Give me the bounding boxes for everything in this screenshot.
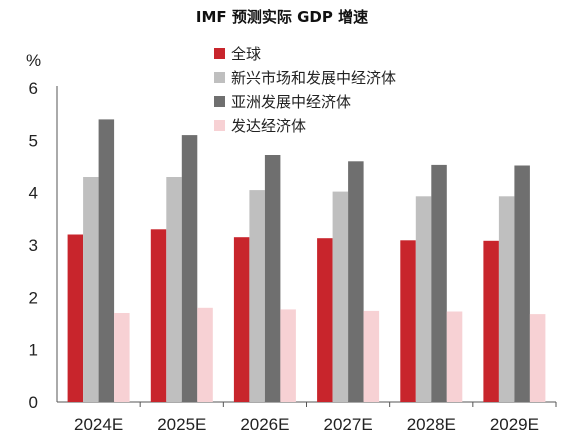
legend-swatch: [214, 72, 225, 83]
bar: [264, 155, 281, 402]
bar: [446, 311, 463, 402]
bar: [400, 240, 416, 402]
y-tick-label: 6: [29, 79, 38, 98]
legend-swatch: [214, 96, 225, 107]
bar: [483, 240, 499, 402]
y-tick-label: 0: [29, 393, 38, 412]
y-axis-unit-label: %: [26, 51, 41, 70]
y-tick-label: 4: [29, 184, 38, 203]
legend-swatch: [214, 48, 225, 59]
bar: [249, 190, 265, 402]
plot-area: 0 1 2 3 4 5 6 2024E 2025E 2026E 2027E 2028E 2029E: [29, 79, 557, 434]
bar: [514, 165, 530, 402]
bar: [233, 237, 250, 402]
bar: [98, 119, 115, 403]
legend-label: 全球: [231, 45, 261, 63]
x-tick-label: 2025E: [157, 415, 206, 434]
y-tick-label: 1: [29, 341, 38, 360]
bar: [197, 307, 213, 402]
bar: [529, 314, 546, 402]
bar: [431, 164, 447, 402]
legend-label: 新兴市场和发展中经济体: [231, 69, 396, 87]
bar: [415, 196, 432, 402]
bar: [280, 309, 296, 402]
bar: [363, 310, 380, 402]
bar: [150, 229, 167, 402]
x-tick-label: 2028E: [407, 415, 456, 434]
chart-title: IMF 预测实际 GDP 增速: [196, 8, 368, 26]
legend-swatch: [214, 120, 225, 131]
x-tick-label: 2024E: [74, 415, 123, 434]
bar: [348, 161, 364, 402]
y-tick-label: 3: [29, 236, 38, 255]
bar: [332, 191, 349, 402]
y-tick-label: 5: [29, 131, 38, 150]
x-tick-label: 2027E: [324, 415, 373, 434]
bar: [317, 238, 333, 402]
x-tick-label: 2026E: [240, 415, 289, 434]
bar: [114, 313, 130, 402]
bar: [498, 196, 515, 402]
legend-label: 亚洲发展中经济体: [231, 93, 351, 111]
bar: [67, 234, 84, 402]
bar: [181, 135, 198, 402]
bar: [83, 177, 99, 402]
x-tick-label: 2029E: [490, 415, 539, 434]
y-tick-label: 2: [29, 288, 38, 307]
bar: [166, 177, 182, 402]
legend-label: 发达经济体: [231, 117, 306, 135]
